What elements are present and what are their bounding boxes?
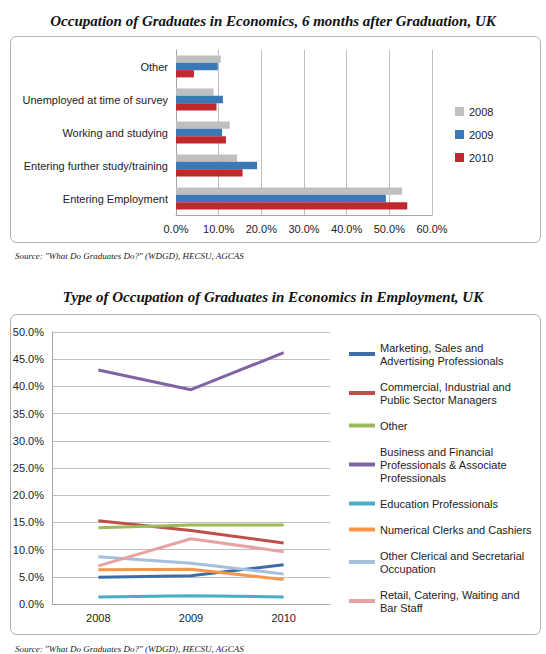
svg-text:Advertising Professionals: Advertising Professionals — [380, 355, 504, 367]
svg-text:Source: "What Do Graduates Do?: Source: "What Do Graduates Do?" (WDGD), … — [15, 251, 244, 261]
svg-text:Unemployed at time of survey: Unemployed at time of survey — [22, 94, 168, 106]
svg-text:10.0%: 10.0% — [13, 544, 44, 556]
svg-text:Other: Other — [380, 420, 408, 432]
svg-text:Bar Staff: Bar Staff — [380, 602, 424, 614]
svg-text:20.0%: 20.0% — [246, 223, 277, 235]
svg-text:0.0%: 0.0% — [163, 223, 188, 235]
svg-text:Working and studying: Working and studying — [62, 127, 168, 139]
svg-text:2008: 2008 — [469, 106, 493, 118]
svg-text:40.0%: 40.0% — [331, 223, 362, 235]
svg-text:2009: 2009 — [179, 612, 203, 624]
svg-text:60.0%: 60.0% — [416, 223, 447, 235]
svg-text:10.0%: 10.0% — [203, 223, 234, 235]
svg-text:50.0%: 50.0% — [374, 223, 405, 235]
svg-text:50.0%: 50.0% — [13, 326, 44, 338]
svg-text:Other: Other — [140, 61, 168, 73]
svg-text:30.0%: 30.0% — [13, 435, 44, 447]
svg-text:Numerical Clerks and Cashiers: Numerical Clerks and Cashiers — [380, 524, 532, 536]
svg-text:20.0%: 20.0% — [13, 489, 44, 501]
svg-text:25.0%: 25.0% — [13, 462, 44, 474]
svg-text:Public Sector Managers: Public Sector Managers — [380, 394, 497, 406]
svg-text:Occupation: Occupation — [380, 563, 436, 575]
svg-text:Retail, Catering, Waiting and: Retail, Catering, Waiting and — [380, 589, 523, 601]
svg-text:45.0%: 45.0% — [13, 353, 44, 365]
svg-text:Entering Employment: Entering Employment — [63, 193, 168, 205]
svg-text:Other Clerical and Secretarial: Other Clerical and Secretarial — [380, 550, 527, 562]
svg-text:0.0%: 0.0% — [19, 598, 44, 610]
svg-text:2010: 2010 — [469, 152, 493, 164]
svg-text:5.0%: 5.0% — [19, 571, 44, 583]
svg-text:Commercial, Industrial and: Commercial, Industrial and — [380, 381, 514, 393]
svg-text:Marketing, Sales and: Marketing, Sales and — [380, 342, 486, 354]
svg-text:30.0%: 30.0% — [288, 223, 319, 235]
svg-text:Professionals & Associate: Professionals & Associate — [380, 459, 510, 471]
svg-text:Business and Financial: Business and Financial — [380, 446, 496, 458]
svg-text:Occupation of Graduates in Eco: Occupation of Graduates in Economics, 6 … — [50, 13, 496, 29]
svg-text:40.0%: 40.0% — [13, 380, 44, 392]
svg-text:Entering further study/trainin: Entering further study/training — [24, 160, 168, 172]
svg-text:Education Professionals: Education Professionals — [380, 498, 499, 510]
svg-text:15.0%: 15.0% — [13, 516, 44, 528]
svg-text:Source: "What Do Graduates Do?: Source: "What Do Graduates Do?" (WDGD), … — [15, 644, 244, 654]
svg-text:2009: 2009 — [469, 129, 493, 141]
svg-text:2008: 2008 — [86, 612, 110, 624]
svg-text:Type of Occupation of Graduate: Type of Occupation of Graduates in Econo… — [63, 289, 484, 305]
svg-text:Professionals: Professionals — [380, 472, 447, 484]
svg-text:35.0%: 35.0% — [13, 408, 44, 420]
svg-text:2010: 2010 — [271, 612, 295, 624]
